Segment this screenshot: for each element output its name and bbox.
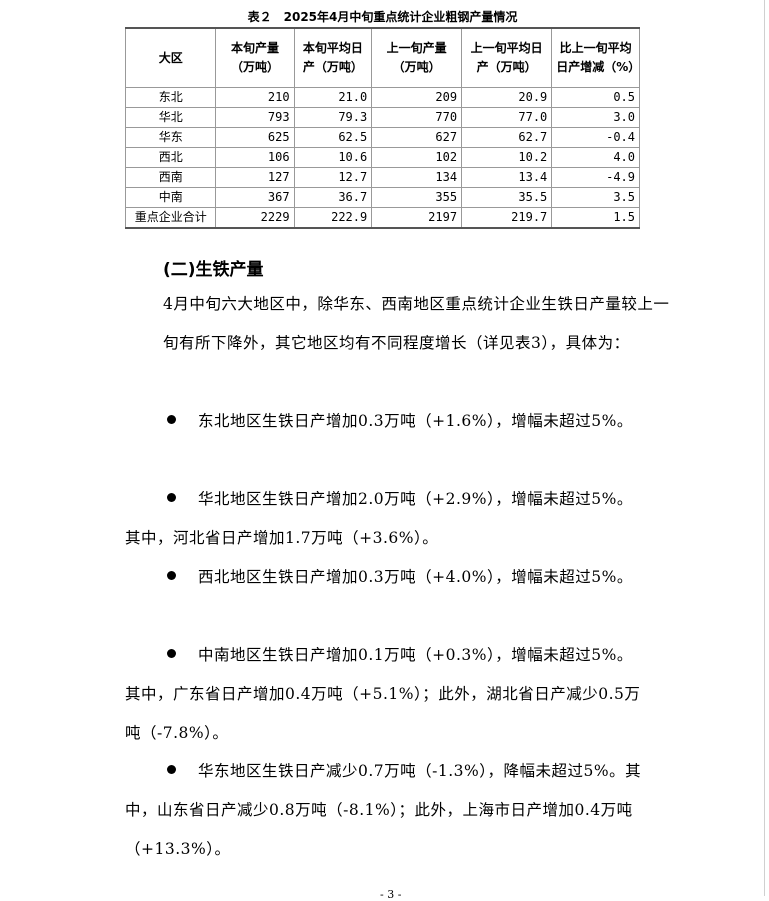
table-cell: 21.0 <box>293 87 373 108</box>
table-row: 中南 367 36.7 355 35.5 3.5 <box>124 187 640 208</box>
region-cell: 西北 <box>124 147 217 168</box>
bullet-icon <box>167 415 176 424</box>
table-cell: 1.5 <box>551 207 640 229</box>
table-cell: 210 <box>215 87 295 108</box>
table-cell: 4.0 <box>551 147 640 168</box>
region-cell: 华北 <box>124 107 217 128</box>
table-cell: 102 <box>371 147 463 168</box>
bullet-item: 东北地区生铁日产增加0.3万吨（+1.6%），增幅未超过5%。 <box>125 402 645 441</box>
table-cell: 2229 <box>215 207 295 229</box>
table-cell: 62.7 <box>461 127 553 148</box>
region-cell: 西南 <box>124 167 217 188</box>
table-cell: 209 <box>371 87 463 108</box>
table-cell: 627 <box>371 127 463 148</box>
region-cell: 华东 <box>124 127 217 148</box>
column-header: 上一旬产量（万吨） <box>371 27 463 88</box>
bullet-item: 华北地区生铁日产增加2.0万吨（+2.9%），增幅未超过5%。其中，河北省日产增… <box>125 480 645 558</box>
table-cell: 62.5 <box>293 127 373 148</box>
column-header: 大区 <box>124 27 217 88</box>
table-cell: 77.0 <box>461 107 553 128</box>
table-cell: 35.5 <box>461 187 553 208</box>
table-cell: 355 <box>371 187 463 208</box>
region-cell: 中南 <box>124 187 217 208</box>
bullet-text: 东北地区生铁日产增加0.3万吨（+1.6%），增幅未超过5%。 <box>198 412 633 430</box>
table-cell: 13.4 <box>461 167 553 188</box>
table-cell: 12.7 <box>293 167 373 188</box>
table-cell: 3.0 <box>551 107 640 128</box>
table-cell: 134 <box>371 167 463 188</box>
table-cell: 79.3 <box>293 107 373 128</box>
bullet-text: 中南地区生铁日产增加0.1万吨（+0.3%），增幅未超过5%。其中，广东省日产增… <box>125 646 641 742</box>
table-cell: -4.9 <box>551 167 640 188</box>
table-caption: 表２ 2025年4月中旬重点统计企业粗钢产量情况 <box>247 10 518 24</box>
table-cell: 222.9 <box>293 207 373 229</box>
region-cell: 重点企业合计 <box>124 207 217 229</box>
bullet-icon <box>167 571 176 580</box>
table-row: 西南 127 12.7 134 13.4 -4.9 <box>124 167 640 188</box>
bullet-item: 中南地区生铁日产增加0.1万吨（+0.3%），增幅未超过5%。其中，广东省日产增… <box>125 636 645 753</box>
table-row: 西北 106 10.6 102 10.2 4.0 <box>124 147 640 168</box>
bullet-text: 华东地区生铁日产减少0.7万吨（-1.3%），降幅未超过5%。其中，山东省日产减… <box>125 762 642 858</box>
page-edge <box>764 0 765 896</box>
table-cell: 0.5 <box>551 87 640 108</box>
table-cell: 10.6 <box>293 147 373 168</box>
table-cell: 36.7 <box>293 187 373 208</box>
table-row: 重点企业合计 2229 222.9 2197 219.7 1.5 <box>124 207 640 229</box>
section-title: (二)生铁产量 <box>163 260 264 280</box>
bullet-item: 西北地区生铁日产增加0.3万吨（+4.0%），增幅未超过5%。 <box>125 558 645 597</box>
bullet-icon <box>167 765 176 774</box>
table-cell: 3.5 <box>551 187 640 208</box>
bullet-icon <box>167 493 176 502</box>
column-header: 上一旬平均日产（万吨） <box>461 27 553 88</box>
table-cell: 367 <box>215 187 295 208</box>
table-cell: 219.7 <box>461 207 553 229</box>
table-row: 华北 793 79.3 770 77.0 3.0 <box>124 107 640 128</box>
bullet-item: 华东地区生铁日产减少0.7万吨（-1.3%），降幅未超过5%。其中，山东省日产减… <box>125 752 645 869</box>
table-cell: 2197 <box>371 207 463 229</box>
region-cell: 东北 <box>124 87 217 108</box>
page-number: - 3 - <box>380 888 402 901</box>
table-cell: 127 <box>215 167 295 188</box>
bullet-icon <box>167 649 176 658</box>
bullet-text: 西北地区生铁日产增加0.3万吨（+4.0%），增幅未超过5%。 <box>198 568 633 586</box>
table-cell: -0.4 <box>551 127 640 148</box>
table-row: 东北 210 21.0 209 20.9 0.5 <box>124 87 640 108</box>
table-cell: 793 <box>215 107 295 128</box>
table-row: 华东 625 62.5 627 62.7 -0.4 <box>124 127 640 148</box>
column-header: 本旬平均日产（万吨） <box>293 27 373 88</box>
table-cell: 20.9 <box>461 87 553 108</box>
table-cell: 10.2 <box>461 147 553 168</box>
table-cell: 770 <box>371 107 463 128</box>
bullet-text: 华北地区生铁日产增加2.0万吨（+2.9%），增幅未超过5%。其中，河北省日产增… <box>125 490 633 547</box>
steel-output-table: 大区 本旬产量（万吨） 本旬平均日产（万吨） 上一旬产量（万吨） 上一旬平均日产（万吨）… <box>124 27 640 229</box>
intro-paragraph: 4月中旬六大地区中，除华东、西南地区重点统计企业生铁日产量较上一旬有所下降外，其… <box>163 295 670 352</box>
column-header: 比上一旬平均日产增减（%） <box>551 27 640 88</box>
column-header: 本旬产量（万吨） <box>215 27 295 88</box>
table-cell: 625 <box>215 127 295 148</box>
table-cell: 106 <box>215 147 295 168</box>
